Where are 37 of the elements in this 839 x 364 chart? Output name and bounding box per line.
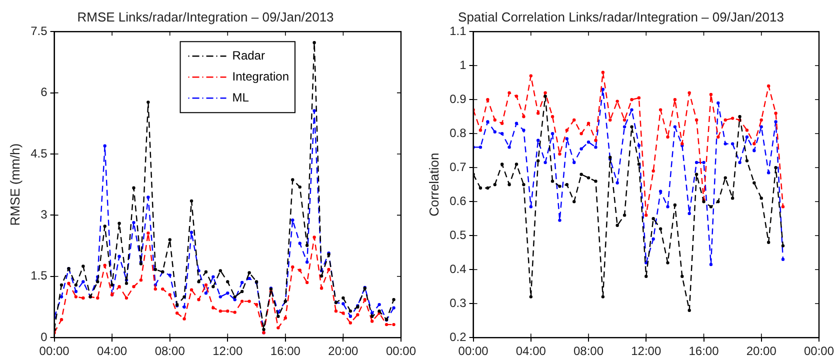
x-tick-label: 00:00 <box>39 344 70 358</box>
y-tick-label: 7.5 <box>30 24 48 38</box>
y-tick-label: 0.2 <box>450 330 467 344</box>
legend-label: Radar <box>232 48 265 62</box>
y-tick-label: 0.6 <box>450 194 467 208</box>
x-tick-label: 16:00 <box>688 344 720 358</box>
legend-label: ML <box>232 90 250 104</box>
y-tick-label: 4.5 <box>30 146 48 160</box>
x-tick-label: 00:00 <box>386 344 416 358</box>
y-tick-label: 6 <box>40 85 48 100</box>
y-tick-label: 1.1 <box>450 24 467 38</box>
y-tick-label: 0.7 <box>450 160 467 174</box>
y-tick-label: 0.4 <box>450 262 467 276</box>
x-tick-label: 20:00 <box>746 344 777 358</box>
x-tick-label: 00:00 <box>458 344 489 358</box>
x-tick-label: 08:00 <box>154 344 186 358</box>
chart-title: RMSE Links/radar/Integration – 09/Jan/2013 <box>77 9 334 24</box>
x-tick-label: 00:00 <box>804 344 834 358</box>
y-tick-label: 3 <box>40 208 48 222</box>
chart-title: Spatial Correlation Links/radar/Integration – 09/Jan/2013 <box>458 9 784 24</box>
legend-label: Integration <box>232 69 289 84</box>
y-tick-label: 1.5 <box>30 268 48 283</box>
y-tick-label: 1 <box>460 58 467 72</box>
y-tick-label: 0.5 <box>450 228 467 242</box>
y-tick-label: 0.3 <box>450 296 467 310</box>
y-tick-label: 0.9 <box>450 92 467 106</box>
x-tick-label: 16:00 <box>270 344 301 358</box>
x-tick-label: 08:00 <box>574 344 604 358</box>
x-tick-label: 12:00 <box>212 344 243 358</box>
y-axis-title: Correlation <box>426 152 442 216</box>
y-axis-title: RMSE (mm/h) <box>7 143 22 226</box>
y-tick-label: 0 <box>40 330 48 344</box>
y-tick-label: 0.8 <box>450 126 467 140</box>
x-tick-label: 12:00 <box>631 344 662 358</box>
x-tick-label: 20:00 <box>328 344 359 358</box>
x-tick-label: 04:00 <box>516 344 546 358</box>
x-tick-label: 04:00 <box>97 344 128 358</box>
